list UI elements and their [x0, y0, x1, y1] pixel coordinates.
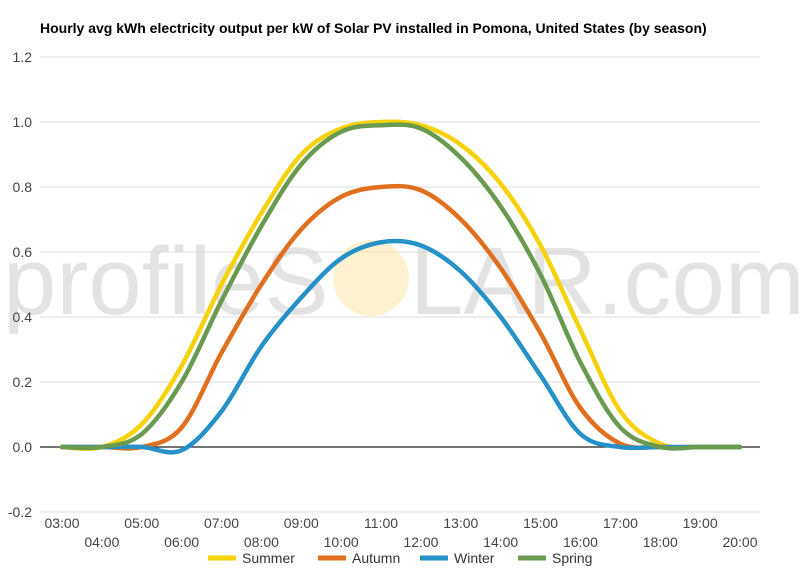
x-tick-label: 06:00: [164, 534, 199, 550]
x-tick-label: 13:00: [443, 515, 478, 531]
x-tick-label: 05:00: [124, 515, 159, 531]
series-layer: [59, 119, 743, 455]
y-tick-label: 1.0: [13, 114, 33, 130]
series-line-summer: [59, 119, 743, 451]
y-tick-label: 1.2: [13, 49, 33, 65]
x-tick-label: 03:00: [44, 515, 79, 531]
legend-label: Winter: [454, 550, 495, 566]
series-line-spring: [59, 122, 743, 451]
x-tick-label: 04:00: [84, 534, 119, 550]
series-line-autumn: [59, 183, 743, 451]
x-axis-ticks: 03:00 04:00 05:00 06:00 07:00 08:00 09:00 10:00…: [44, 515, 757, 550]
chart-title: Hourly avg kWh electricity output per kW…: [40, 20, 707, 36]
x-tick-label: 07:00: [204, 515, 239, 531]
y-tick-label: 0.6: [13, 244, 33, 260]
x-tick-label: 11:00: [364, 515, 398, 531]
watermark-sun-icon: [333, 240, 409, 316]
legend-label: Autumn: [352, 550, 400, 566]
y-tick-label: 0.0: [13, 439, 33, 455]
x-tick-label: 20:00: [722, 534, 757, 550]
x-tick-label: 16:00: [563, 534, 598, 550]
legend-label: Summer: [242, 550, 295, 566]
x-tick-label: 15:00: [523, 515, 558, 531]
y-tick-label: 0.2: [13, 374, 33, 390]
x-tick-label: 14:00: [483, 534, 518, 550]
y-tick-label: 0.8: [13, 179, 33, 195]
x-tick-label: 09:00: [284, 515, 319, 531]
x-tick-label: 10:00: [324, 534, 359, 550]
x-tick-label: 12:00: [403, 534, 438, 550]
series-line-winter: [59, 238, 743, 455]
y-axis-ticks: -0.2 0.0 0.2 0.4 0.6 0.8 1.0 1.2: [8, 49, 32, 520]
legend-label: Spring: [552, 550, 592, 566]
x-tick-label: 18:00: [643, 534, 678, 550]
x-tick-label: 17:00: [603, 515, 638, 531]
x-tick-label: 19:00: [683, 515, 718, 531]
watermark-text-left: profileS: [3, 228, 329, 335]
watermark: profileS LAR.com: [3, 228, 800, 335]
y-tick-label: -0.2: [8, 504, 32, 520]
watermark-text-right: LAR.com: [410, 228, 800, 335]
x-tick-label: 08:00: [244, 534, 279, 550]
y-tick-label: 0.4: [13, 309, 33, 325]
legend: Summer Autumn Winter Spring: [208, 550, 592, 566]
